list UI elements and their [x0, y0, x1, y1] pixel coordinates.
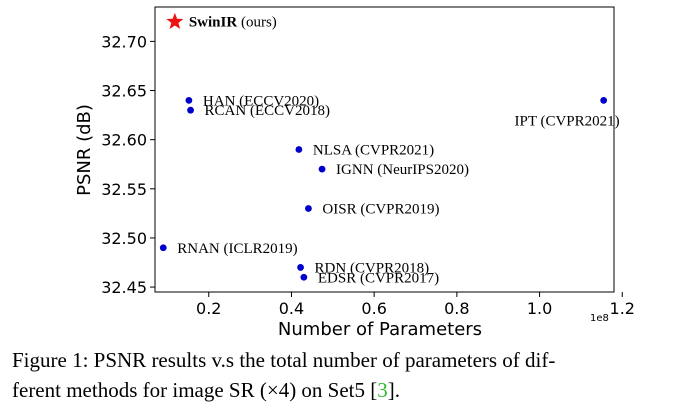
star-marker [166, 12, 184, 30]
point-label-name: SwinIR [189, 15, 238, 31]
x-tick-label: 0.4 [279, 299, 304, 318]
y-tick-label: 32.60 [101, 131, 147, 150]
y-tick-label: 32.50 [101, 229, 147, 248]
caption-line-2-end: ]. [387, 378, 401, 402]
point-label: HAN (ECCV2020) [203, 93, 319, 109]
x-axis-label: Number of Parameters [278, 319, 482, 340]
x-exponent-label: 1e8 [590, 313, 609, 324]
point-label: RCAN (ECCV2018) [205, 103, 330, 119]
x-tick-label: 0.6 [361, 299, 386, 318]
figure-caption: Figure 1: PSNR results v.s the total num… [12, 345, 677, 405]
point-label: RNAN (ICLR2019) [177, 241, 297, 257]
point-marker [185, 96, 193, 104]
y-tick-label: 32.45 [101, 278, 147, 297]
x-tick-label: 1.0 [527, 299, 552, 318]
y-tick-label: 32.55 [101, 180, 147, 199]
x-axis-ticks: 0.2 0.4 0.6 0.8 1.0 1.2 [196, 292, 635, 318]
data-points: SwinIR (ours) HAN (ECCV2020)RCAN (ECCV201… [159, 12, 620, 286]
y-tick-label: 32.65 [101, 82, 147, 101]
point-label: RDN (CVPR2018) [315, 260, 430, 276]
point-marker [318, 165, 326, 173]
plot-frame [154, 6, 615, 293]
caption-line-2-text: ferent methods for image SR (×4) on Set5… [12, 378, 378, 402]
point-marker [600, 96, 608, 104]
point-marker [159, 244, 167, 252]
x-tick-label: 0.8 [444, 299, 469, 318]
point-marker [297, 264, 304, 271]
scatter-chart: 0.2 0.4 0.6 0.8 1.0 1.2 32.4532.5032.5532.603… [74, 6, 635, 340]
point-marker [300, 273, 308, 281]
point-marker [305, 205, 312, 212]
point-label-suffix: (ours) [237, 15, 277, 31]
caption-line-2: ferent methods for image SR (×4) on Set5… [12, 375, 677, 405]
caption-line-1: Figure 1: PSNR results v.s the total num… [12, 348, 556, 372]
point-label: NLSA (CVPR2021) [313, 143, 434, 159]
point-label: EDSR (CVPR2017) [318, 270, 439, 286]
point-label: OISR (CVPR2019) [322, 201, 439, 217]
x-tick-label: 0.2 [196, 299, 221, 318]
point-label: IPT (CVPR2021) [515, 113, 620, 129]
point-label: IGNN (NeurIPS2020) [336, 162, 469, 178]
x-tick-label: 1.2 [610, 299, 635, 318]
citation-link[interactable]: 3 [377, 378, 388, 402]
point-marker [295, 146, 303, 153]
y-axis-ticks: 32.45 32.50 32.55 32.60 32.65 32.70 [101, 32, 155, 297]
y-tick-label: 32.70 [101, 32, 147, 51]
point-marker [187, 106, 194, 114]
point-label: SwinIR (ours) [189, 15, 277, 31]
y-axis-label: PSNR (dB) [74, 104, 95, 196]
